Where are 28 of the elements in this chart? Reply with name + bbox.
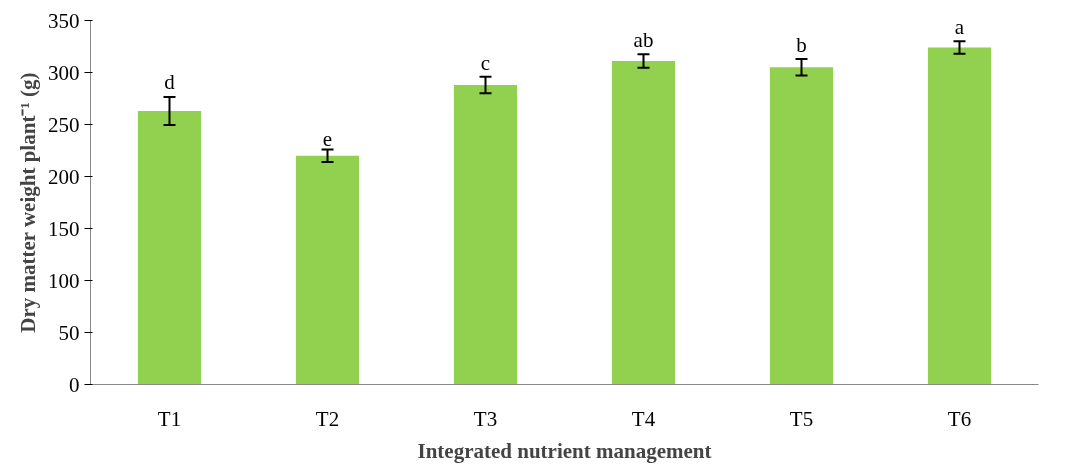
bar (295, 155, 360, 385)
x-tick-label: T6 (947, 406, 972, 431)
y-tick-label: 300 (48, 60, 80, 85)
bar (927, 47, 992, 385)
bar (137, 110, 202, 385)
annotation: c (480, 50, 491, 75)
y-tick-label: 0 (69, 372, 80, 397)
annotation: e (322, 127, 333, 152)
x-tick-label: T5 (789, 406, 814, 431)
annotation: b (796, 32, 807, 57)
bar (769, 67, 834, 385)
x-tick-label: T4 (631, 406, 656, 431)
x-axis-title: Integrated nutrient management (417, 438, 712, 463)
annotation: a (954, 15, 965, 40)
y-tick-label: 200 (48, 164, 80, 189)
annotation: ab (633, 27, 654, 52)
y-tick-label: 150 (48, 216, 80, 241)
bar (611, 61, 676, 385)
y-tick-label: 350 (48, 8, 80, 33)
y-tick-label: 100 (48, 268, 80, 293)
x-tick-label: T1 (157, 406, 182, 431)
x-tick-label: T2 (315, 406, 340, 431)
y-tick-label: 50 (58, 320, 80, 345)
y-axis-title: Dry matter weight plant⁻¹ (g) (16, 72, 40, 333)
bar (453, 84, 518, 385)
y-tick-label: 250 (48, 112, 80, 137)
x-tick-label: T3 (473, 406, 498, 431)
annotation: d (164, 70, 176, 95)
